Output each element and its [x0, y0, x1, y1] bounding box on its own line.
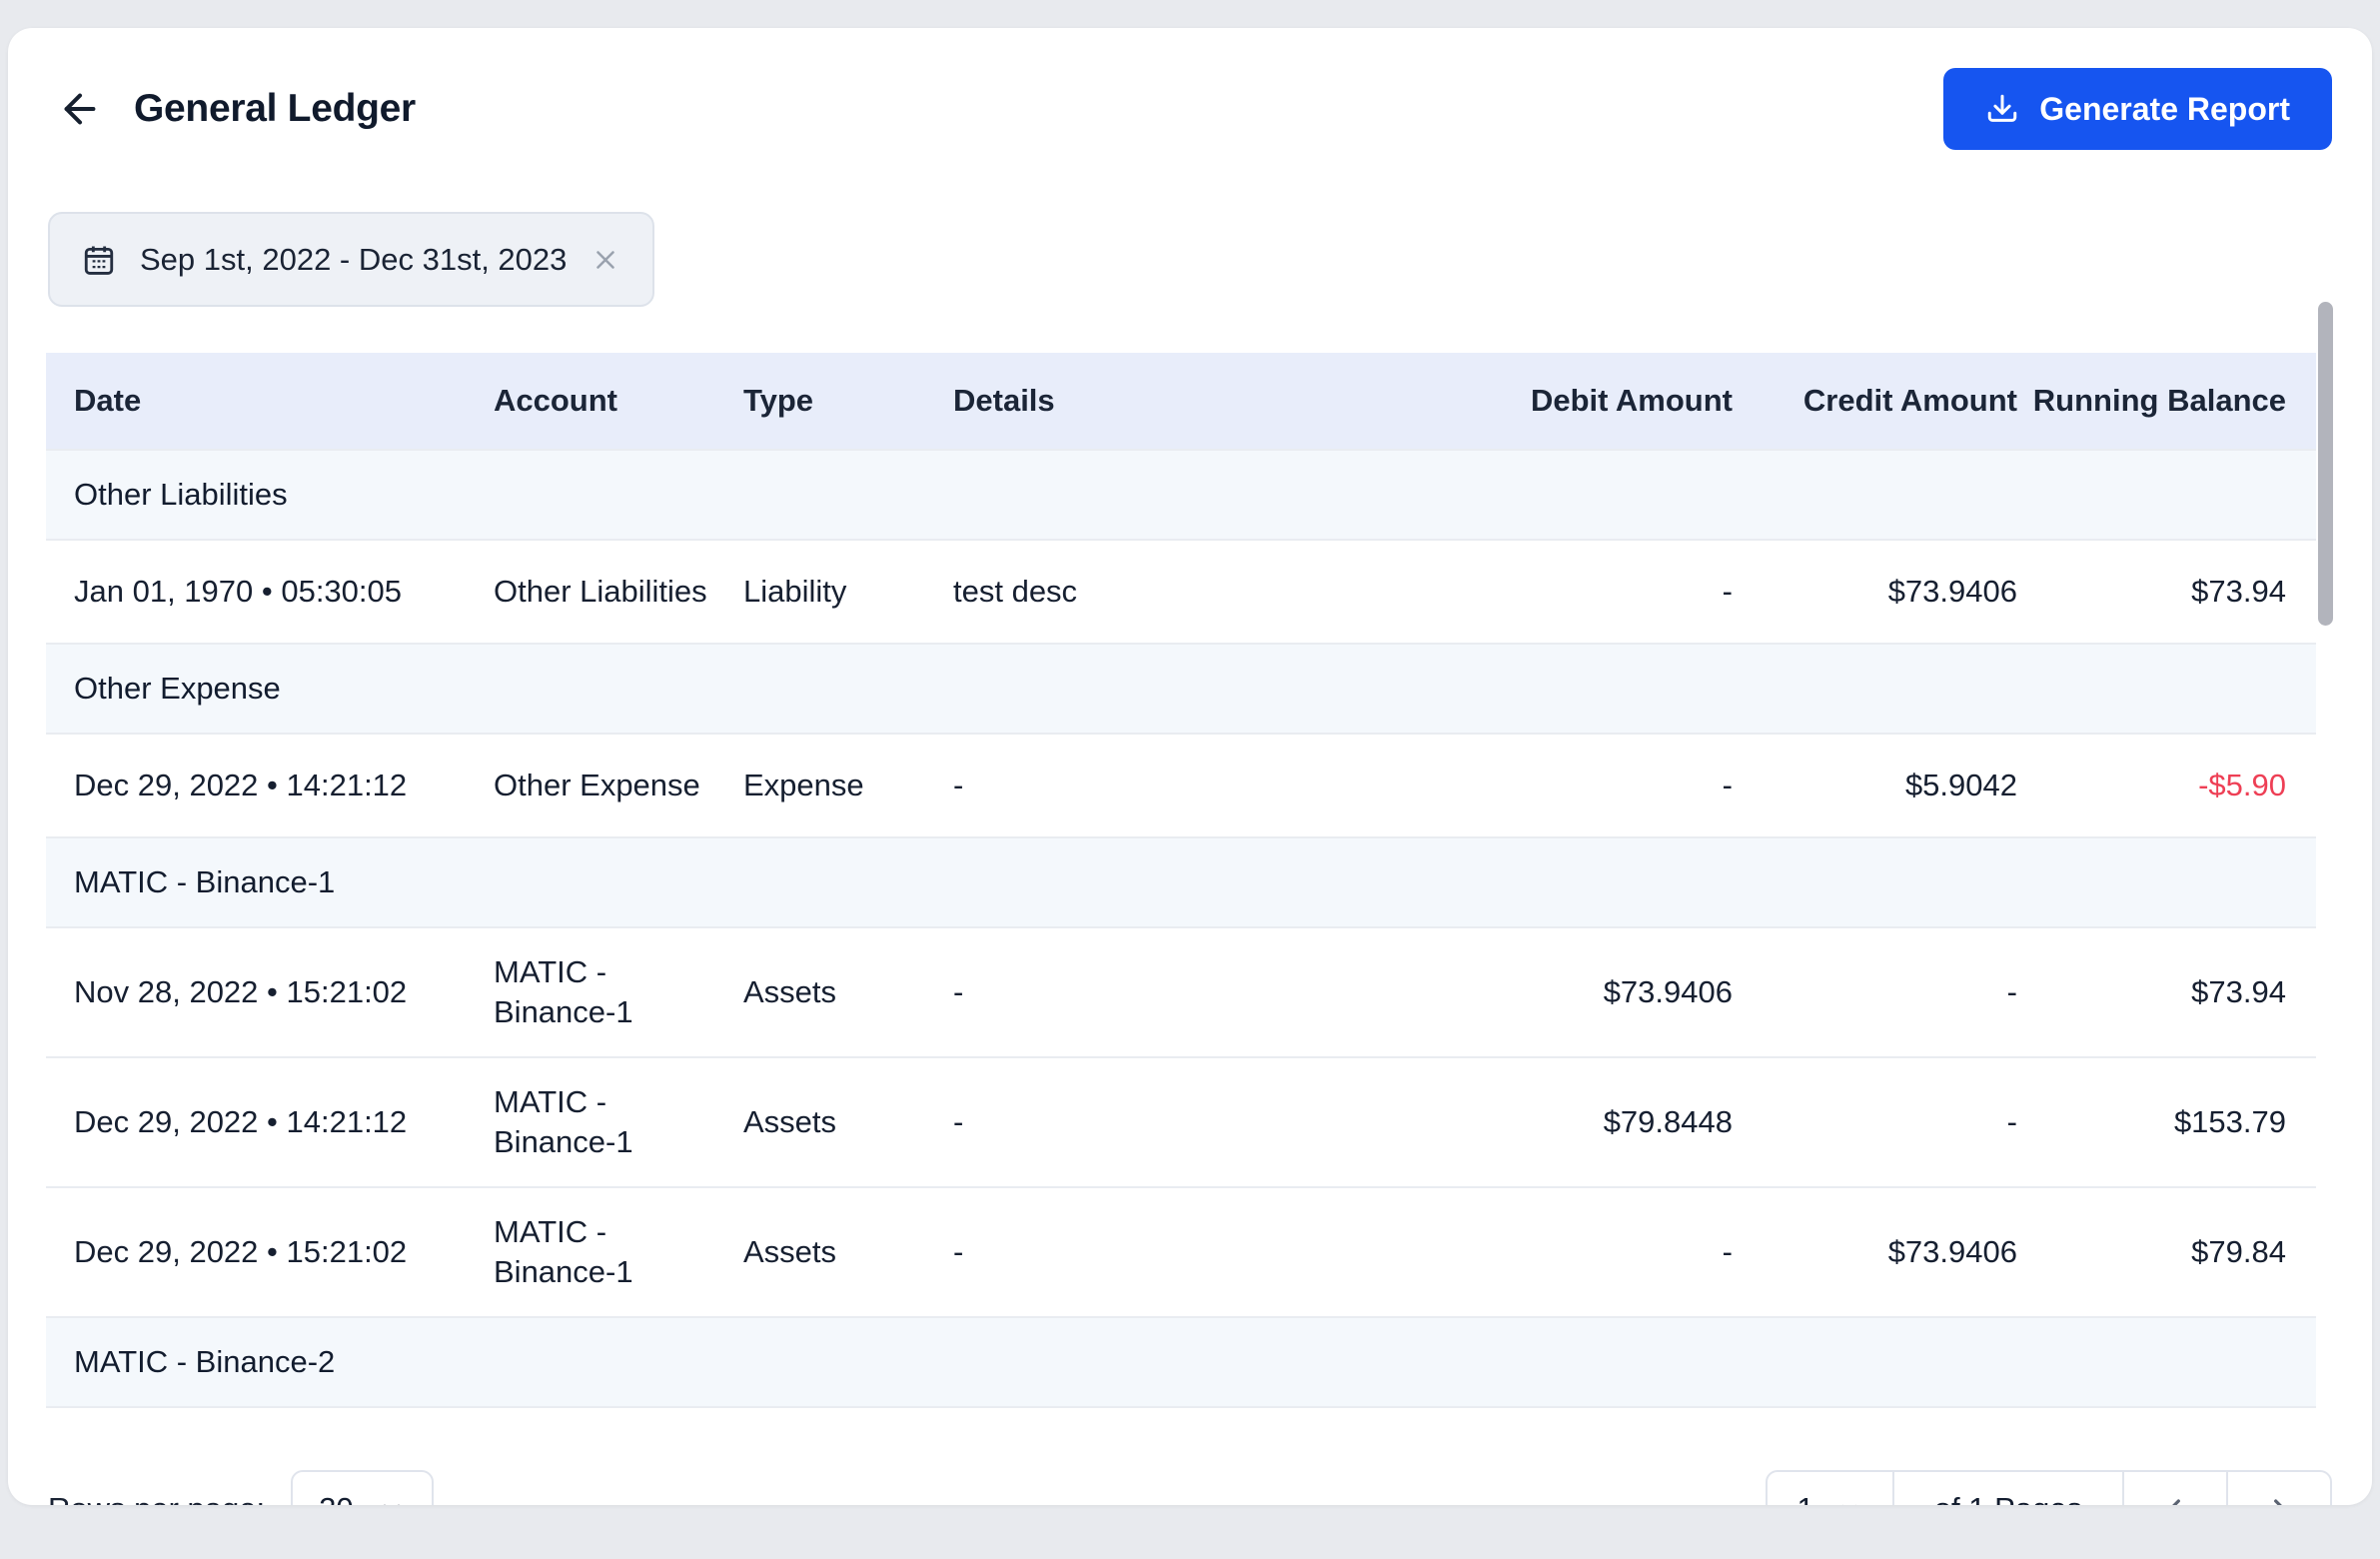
- topbar: General Ledger Generate Report: [8, 28, 2372, 150]
- calendar-icon: [82, 243, 116, 277]
- group-row-other-liabilities: Other Liabilities: [46, 451, 2316, 541]
- chevron-right-icon: [2263, 1493, 2295, 1505]
- cell-type: Expense: [743, 768, 864, 802]
- table-row: Nov 28, 2022 • 15:21:02 MATIC - Binance-…: [46, 928, 2316, 1058]
- cell-account: Other Expense: [494, 768, 700, 802]
- cell-running-balance: -$5.90: [2198, 768, 2286, 802]
- rows-per-page-label: Rows per page:: [48, 1491, 265, 1505]
- chevron-left-icon: [2159, 1493, 2191, 1505]
- page-number-value: 1: [1797, 1491, 1814, 1505]
- cell-type: Assets: [743, 974, 837, 1009]
- cell-details: -: [953, 768, 964, 802]
- cell-account: MATIC - Binance-1: [494, 954, 633, 1029]
- cell-details: -: [953, 1104, 964, 1139]
- group-label: MATIC - Binance-1: [74, 864, 336, 899]
- clear-date-filter-icon[interactable]: [591, 245, 620, 275]
- group-label: Other Expense: [74, 671, 281, 706]
- cell-details: test desc: [953, 574, 1078, 609]
- cell-account: Other Liabilities: [494, 574, 707, 609]
- chevron-down-icon: [378, 1495, 406, 1505]
- cell-debit: -: [1722, 574, 1733, 609]
- cell-date: Jan 01, 1970 • 05:30:05: [74, 574, 403, 609]
- download-icon: [1985, 92, 2019, 126]
- cell-credit: $73.9406: [1887, 1234, 2017, 1269]
- table-footer: Rows per page: 20 1 of 1 Pages: [48, 1470, 2332, 1505]
- column-header-debit: Debit Amount: [1530, 383, 1733, 418]
- cell-account: MATIC - Binance-1: [494, 1084, 633, 1159]
- column-header-type: Type: [743, 383, 814, 418]
- cell-running-balance: $79.84: [2191, 1234, 2286, 1269]
- cell-details: -: [953, 1234, 964, 1269]
- cell-debit: -: [1722, 1234, 1733, 1269]
- date-range-filter-chip[interactable]: Sep 1st, 2022 - Dec 31st, 2023: [48, 212, 655, 307]
- cell-type: Assets: [743, 1234, 837, 1269]
- next-page-button[interactable]: [2226, 1472, 2330, 1505]
- cell-running-balance: $73.94: [2191, 974, 2286, 1009]
- cell-credit: $73.9406: [1887, 574, 2017, 609]
- page-count-label: of 1 Pages: [1891, 1472, 2122, 1505]
- table-row: Dec 29, 2022 • 14:21:12 MATIC - Binance-…: [46, 1058, 2316, 1188]
- scrollbar-thumb[interactable]: [2318, 302, 2333, 626]
- table-header-row: Date Account Type Details Debit Amount C…: [46, 353, 2316, 451]
- page-select[interactable]: 1: [1768, 1472, 1892, 1505]
- column-header-credit: Credit Amount: [1802, 383, 2017, 418]
- table-row: Dec 29, 2022 • 15:21:02 MATIC - Binance-…: [46, 1188, 2316, 1318]
- cell-details: -: [953, 974, 964, 1009]
- cell-account: MATIC - Binance-1: [494, 1214, 633, 1289]
- column-header-details: Details: [953, 383, 1055, 418]
- cell-type: Liability: [743, 574, 847, 609]
- generate-report-label: Generate Report: [2039, 90, 2290, 127]
- group-row-matic-binance-2: MATIC - Binance-2: [46, 1318, 2316, 1408]
- cell-credit: -: [2006, 974, 2017, 1009]
- cell-debit: $79.8448: [1603, 1104, 1733, 1139]
- ledger-table: Date Account Type Details Debit Amount C…: [46, 353, 2316, 1408]
- rows-per-page-value: 20: [319, 1491, 353, 1505]
- group-label: MATIC - Binance-2: [74, 1344, 336, 1379]
- arrow-left-icon: [57, 86, 103, 132]
- table-row: Dec 29, 2022 • 14:21:12 Other Expense Ex…: [46, 735, 2316, 838]
- group-row-other-expense: Other Expense: [46, 645, 2316, 735]
- group-label: Other Liabilities: [74, 477, 288, 512]
- back-button[interactable]: [52, 81, 108, 137]
- cell-debit: $73.9406: [1603, 974, 1733, 1009]
- date-range-label: Sep 1st, 2022 - Dec 31st, 2023: [140, 241, 568, 277]
- cell-credit: $5.9042: [1904, 768, 2017, 802]
- rows-per-page-select[interactable]: 20: [291, 1470, 434, 1505]
- cell-running-balance: $153.79: [2173, 1104, 2286, 1139]
- general-ledger-card: General Ledger Generate Report Sep 1st, …: [8, 28, 2372, 1505]
- chevron-down-icon: [1836, 1496, 1862, 1505]
- column-header-running-balance: Running Balance: [2032, 383, 2286, 418]
- pagination: 1 of 1 Pages: [1765, 1470, 2332, 1505]
- cell-date: Dec 29, 2022 • 15:21:02: [74, 1234, 408, 1269]
- group-row-matic-binance-1: MATIC - Binance-1: [46, 838, 2316, 928]
- cell-date: Dec 29, 2022 • 14:21:12: [74, 1104, 408, 1139]
- cell-running-balance: $73.94: [2191, 574, 2286, 609]
- cell-date: Dec 29, 2022 • 14:21:12: [74, 768, 408, 802]
- column-header-date: Date: [74, 383, 142, 418]
- cell-credit: -: [2006, 1104, 2017, 1139]
- table-row: Jan 01, 1970 • 05:30:05 Other Liabilitie…: [46, 541, 2316, 645]
- cell-debit: -: [1722, 768, 1733, 802]
- previous-page-button[interactable]: [2122, 1472, 2226, 1505]
- column-header-account: Account: [494, 383, 617, 418]
- cell-type: Assets: [743, 1104, 837, 1139]
- cell-date: Nov 28, 2022 • 15:21:02: [74, 974, 408, 1009]
- generate-report-button[interactable]: Generate Report: [1943, 68, 2332, 150]
- page-title: General Ledger: [134, 87, 416, 130]
